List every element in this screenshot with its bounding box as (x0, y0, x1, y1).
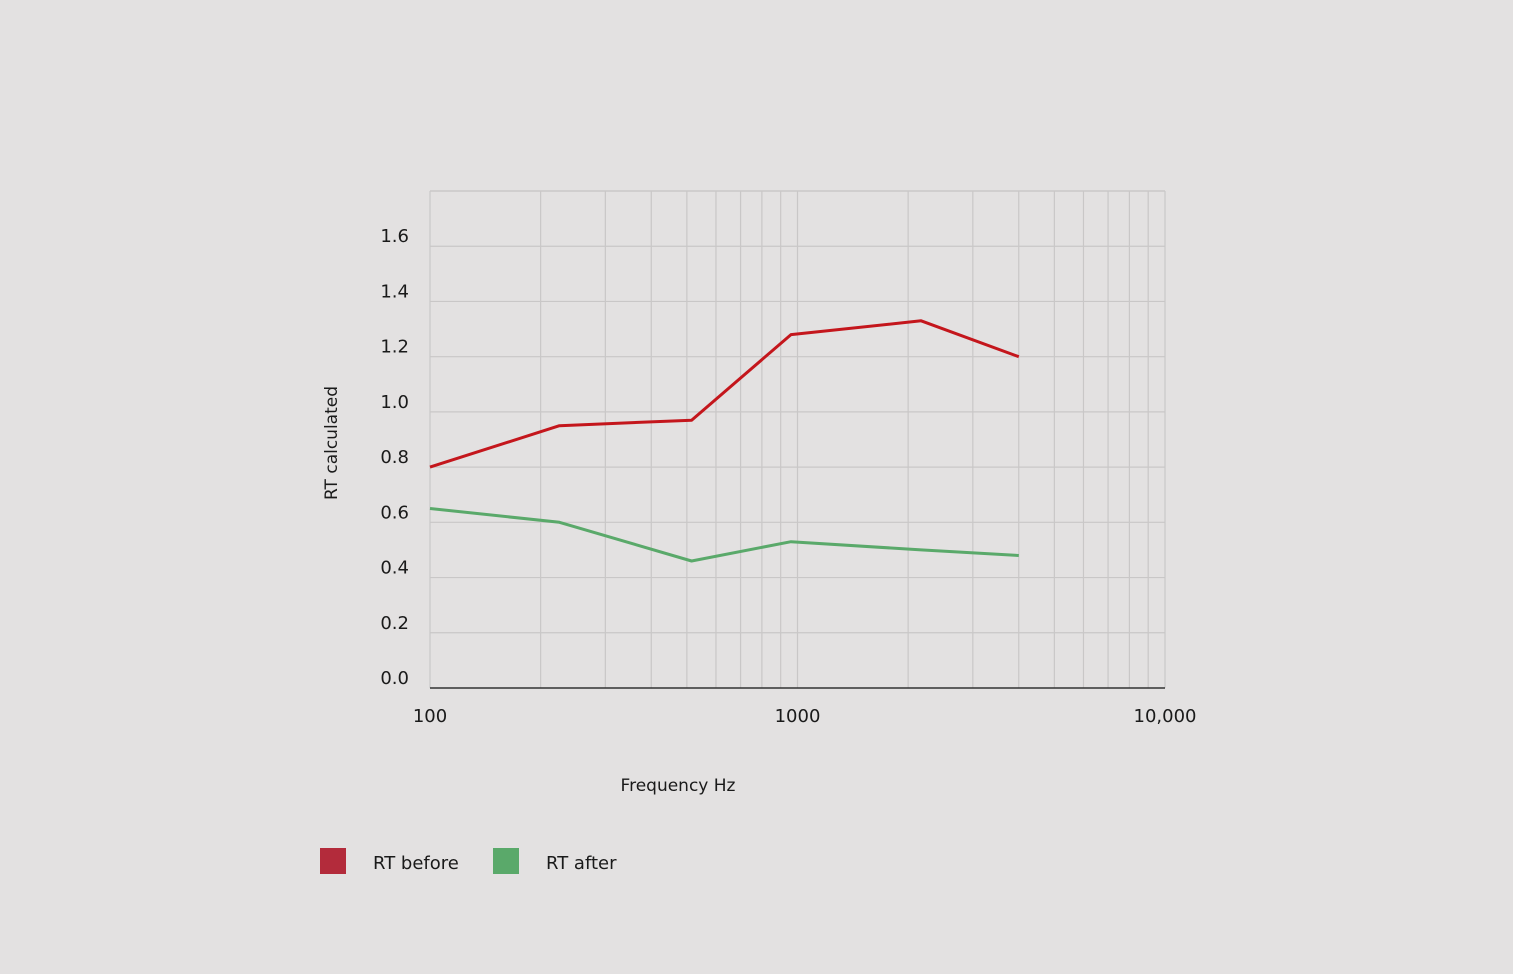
x-tick-label: 1000 (775, 706, 821, 727)
legend-label-rt-after: RT after (546, 853, 617, 874)
y-tick-label: 0.0 (380, 668, 409, 689)
grid-lines (429, 190, 1166, 688)
series-line-rt-after (429, 507, 1019, 563)
y-tick-label: 1.4 (380, 281, 409, 302)
legend-label-rt-before: RT before (373, 853, 459, 874)
legend-swatch-rt-before (320, 848, 346, 874)
y-tick-label: 0.6 (380, 502, 409, 523)
legend: RT before RT after (320, 848, 617, 874)
y-tick-label: 0.2 (380, 613, 409, 634)
y-tick-label: 0.8 (380, 447, 409, 468)
y-tick-label: 1.6 (380, 226, 409, 247)
x-axis-title: Frequency Hz (621, 776, 736, 796)
y-tick-label: 1.2 (380, 337, 409, 358)
x-tick-label: 10,000 (1134, 706, 1197, 727)
series-layer (429, 319, 1020, 563)
series-line-rt-before (429, 319, 1020, 469)
legend-swatch-rt-after (493, 848, 519, 874)
tick-labels: 0.0 0.2 0.4 0.6 0.8 1.0 1.2 1.4 1.6 100 1000 10,000 (380, 226, 1196, 727)
y-axis-title: RT calculated (322, 386, 342, 500)
y-tick-label: 1.0 (380, 392, 409, 413)
y-tick-label: 0.4 (380, 558, 409, 579)
x-tick-label: 100 (413, 706, 447, 727)
